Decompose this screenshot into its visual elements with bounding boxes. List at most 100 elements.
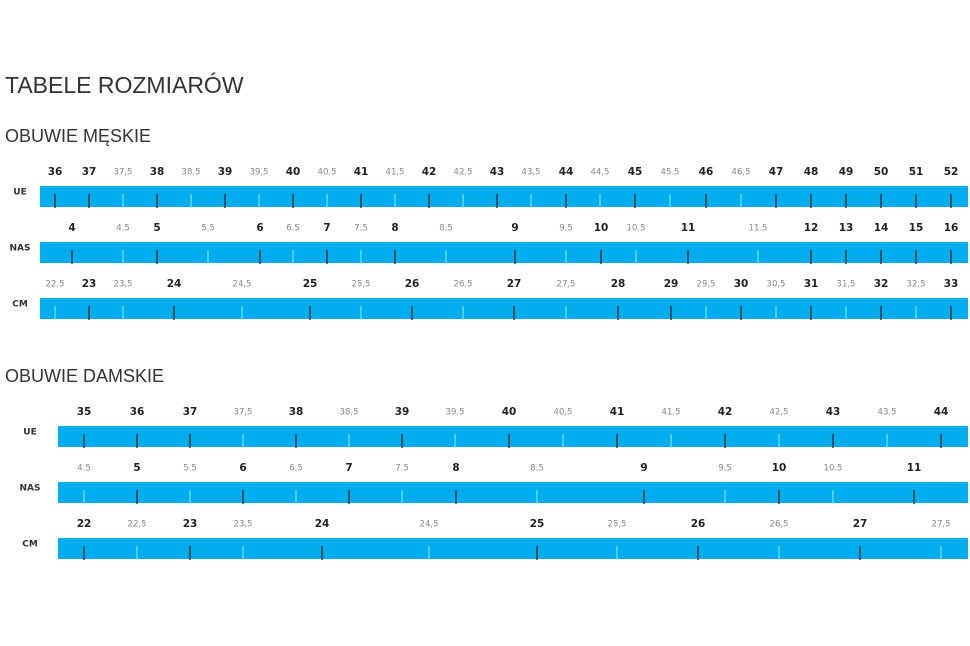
size-label: 36	[130, 406, 145, 418]
size-label: 9	[511, 222, 518, 234]
size-label: 46	[699, 166, 714, 178]
scale-bar	[58, 426, 968, 447]
size-label: 26,5	[454, 280, 473, 290]
page-title: TABELE ROZMIARÓW	[5, 72, 244, 98]
size-label: 26	[405, 278, 420, 290]
size-label: 32,5	[907, 280, 926, 290]
scale-bar	[40, 242, 968, 263]
size-label: 31	[804, 278, 819, 290]
size-label: 50	[874, 166, 889, 178]
size-label: 24,5	[420, 520, 439, 530]
size-label: 37,5	[234, 408, 253, 418]
size-label: 36	[48, 166, 63, 178]
size-label: 48	[804, 166, 819, 178]
size-label: 24,5	[233, 280, 252, 290]
size-label: 41,5	[386, 168, 405, 178]
size-label: 8	[452, 462, 459, 474]
size-label: 30,5	[767, 280, 786, 290]
size-label: 27	[853, 518, 868, 530]
size-label: 40	[502, 406, 517, 418]
size-label: 45	[628, 166, 643, 178]
row-label: UE	[23, 428, 36, 438]
size-label: 16	[944, 222, 959, 234]
size-label: 32	[874, 278, 889, 290]
size-label: 6.5	[289, 464, 303, 474]
size-label: 25	[530, 518, 545, 530]
size-label: 9.5	[559, 224, 573, 234]
size-label: 38,5	[182, 168, 201, 178]
size-label: 41,5	[662, 408, 681, 418]
size-label: 43,5	[878, 408, 897, 418]
size-label: 23	[183, 518, 198, 530]
size-label: 26,5	[770, 520, 789, 530]
size-label: 25,5	[352, 280, 371, 290]
size-label: 4	[68, 222, 75, 234]
size-label: 38	[289, 406, 304, 418]
size-label: 27,5	[932, 520, 951, 530]
size-label: 42,5	[770, 408, 789, 418]
row-label: NAS	[20, 484, 41, 494]
size-label: 43	[826, 406, 841, 418]
size-label: 40	[286, 166, 301, 178]
size-label: 43,5	[522, 168, 541, 178]
size-label: 10	[772, 462, 787, 474]
row-label: NAS	[10, 244, 31, 254]
size-label: 29	[664, 278, 679, 290]
size-label: 5	[153, 222, 160, 234]
size-label: 38	[150, 166, 165, 178]
row-label: UE	[13, 188, 26, 198]
size-label: 25,5	[608, 520, 627, 530]
size-label: 42,5	[454, 168, 473, 178]
size-label: 45.5	[661, 168, 680, 178]
size-label: 44	[934, 406, 949, 418]
size-label: 47	[769, 166, 784, 178]
size-label: 7	[323, 222, 330, 234]
size-label: 37	[82, 166, 97, 178]
size-label: 31,5	[837, 280, 856, 290]
size-label: 37,5	[114, 168, 133, 178]
size-label: 39	[218, 166, 233, 178]
row-label: CM	[22, 540, 38, 550]
scale-bar	[40, 186, 968, 207]
size-label: 5.5	[201, 224, 215, 234]
size-label: 39,5	[250, 168, 269, 178]
size-label: 7.5	[395, 464, 409, 474]
size-label: 46,5	[732, 168, 751, 178]
size-label: 40,5	[554, 408, 573, 418]
size-label: 22,5	[128, 520, 147, 530]
size-label: 5.5	[183, 464, 197, 474]
size-label: 13	[839, 222, 854, 234]
size-label: 6	[239, 462, 246, 474]
size-label: 26	[691, 518, 706, 530]
scale-bar	[58, 482, 968, 503]
size-label: 29,5	[697, 280, 716, 290]
scale-bar	[58, 538, 968, 559]
size-label: 11.5	[749, 224, 768, 234]
size-label: 41	[354, 166, 369, 178]
size-label: 33	[944, 278, 959, 290]
size-label: 10	[594, 222, 609, 234]
size-label: 35	[77, 406, 92, 418]
size-label: 27	[507, 278, 522, 290]
size-label: 15	[909, 222, 924, 234]
size-label: 23,5	[114, 280, 133, 290]
size-label: 9	[640, 462, 647, 474]
size-label: 23	[82, 278, 97, 290]
size-label: 7	[345, 462, 352, 474]
size-label: 44	[559, 166, 574, 178]
size-label: 30	[734, 278, 749, 290]
size-label: 40,5	[318, 168, 337, 178]
size-label: 4.5	[116, 224, 130, 234]
size-label: 27,5	[557, 280, 576, 290]
scale-bar	[40, 298, 968, 319]
size-label: 5	[133, 462, 140, 474]
size-label: 10.5	[824, 464, 843, 474]
size-label: 11	[907, 462, 922, 474]
size-label: 52	[944, 166, 959, 178]
size-label: 41	[610, 406, 625, 418]
size-label: 8	[391, 222, 398, 234]
size-label: 6	[256, 222, 263, 234]
size-label: 42	[718, 406, 733, 418]
size-label: 8.5	[439, 224, 453, 234]
